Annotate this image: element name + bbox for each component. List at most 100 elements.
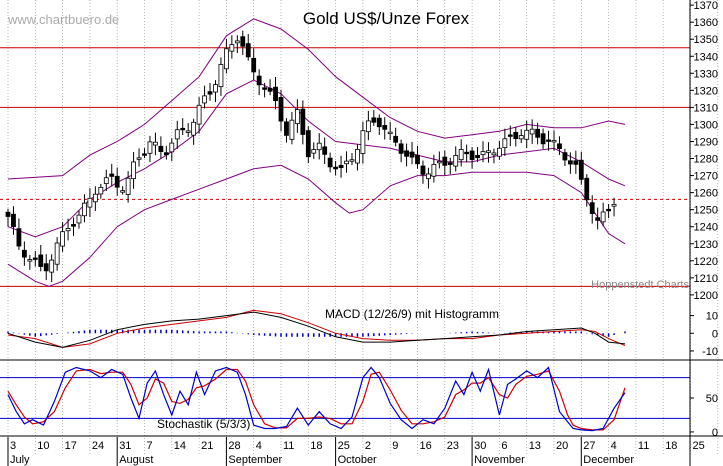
x-tick-label: 23: [447, 440, 459, 452]
x-tick-label: 10: [37, 440, 49, 452]
candle-body: [262, 87, 268, 90]
candle-body: [174, 129, 180, 140]
candle-body: [284, 121, 289, 136]
x-tick-label: 21: [201, 440, 213, 452]
candle-body: [404, 150, 409, 157]
candle-body: [245, 43, 251, 58]
y-tick-label: 1340: [694, 51, 718, 63]
y-tick-label: 1250: [694, 205, 718, 217]
candle-body: [82, 202, 87, 217]
watermark: www.chartbuero.de: [7, 12, 119, 27]
credit-label: Hoppenstedt Charts: [591, 279, 689, 291]
candle-body: [600, 211, 606, 223]
candle-body: [256, 75, 262, 86]
macd-title: MACD (12/26/9) mit Histogramm: [325, 307, 499, 321]
candle-body: [294, 109, 300, 124]
candle-body: [131, 161, 136, 180]
candle-body: [518, 135, 524, 140]
candle-body: [229, 44, 235, 52]
candle-body: [60, 231, 65, 247]
candle-body: [278, 97, 284, 122]
candle-body: [311, 149, 317, 154]
candle-body: [540, 133, 546, 145]
stoch-title: Stochastik (5/3/3): [157, 417, 250, 431]
candle-body: [436, 160, 442, 164]
candle-body: [240, 36, 246, 47]
candle-body: [398, 143, 404, 154]
stoch-k-line: [7, 366, 626, 432]
candle-body: [415, 154, 420, 165]
candle-body: [213, 84, 218, 93]
y-tick-label: 0: [712, 427, 718, 439]
macd-panel: [7, 309, 626, 348]
x-tick-label: 18: [665, 440, 677, 452]
y-tick-label: 1300: [694, 119, 718, 131]
candle-body: [464, 151, 470, 155]
candle-body: [234, 40, 240, 44]
candle-body: [11, 213, 16, 228]
candle-body: [365, 120, 371, 133]
x-tick-label: 17: [65, 440, 77, 452]
candle-body: [300, 108, 306, 135]
candle-body: [453, 155, 459, 167]
candle-body: [196, 104, 202, 125]
bollinger-upper-line: [7, 18, 626, 180]
candle-body: [54, 242, 60, 265]
candle-body: [267, 87, 273, 92]
axes: 1200 1210 1220 1230 1240 1250 1260 1270 1280 1290…: [7, 0, 718, 466]
y-tick-label: 1240: [694, 222, 718, 234]
candle-body: [180, 127, 186, 131]
candle-body: [223, 48, 229, 70]
candle-body: [442, 156, 448, 166]
candle-body: [584, 177, 590, 201]
y-tick-label: 50: [706, 393, 718, 405]
candle-body: [595, 217, 601, 221]
x-tick-label: 16: [420, 440, 432, 452]
y-tick-label: 1260: [694, 188, 718, 200]
candle-body: [344, 160, 349, 165]
candle-body: [32, 257, 38, 260]
y-tick-label: 1280: [694, 154, 718, 166]
resistance-lines: [0, 47, 690, 287]
candle-body: [611, 203, 617, 207]
candle-body: [163, 152, 169, 156]
candle-body: [136, 157, 142, 160]
candle-body: [486, 150, 491, 153]
candle-body: [125, 177, 131, 195]
month-label: September: [228, 454, 282, 466]
x-tick-label: 3: [10, 440, 16, 452]
x-tick-label: 14: [174, 440, 186, 452]
x-tick-label: 11: [638, 440, 649, 452]
candle-body: [382, 125, 388, 130]
candle-body: [513, 131, 519, 140]
candle-body: [218, 64, 224, 88]
candle-body: [43, 263, 49, 272]
x-tick-label: 20: [556, 440, 568, 452]
candle-body: [316, 142, 322, 151]
x-tick-label: 9: [392, 440, 398, 452]
month-label: October: [338, 454, 377, 466]
candle-body: [98, 186, 104, 195]
y-tick-label: 0: [712, 328, 718, 340]
x-tick-label: 24: [92, 440, 104, 452]
signal-line: [7, 309, 626, 348]
x-tick-label: 13: [529, 440, 541, 452]
x-tick-label: 4: [611, 440, 617, 452]
candle-body: [322, 146, 328, 155]
candle-body: [529, 128, 535, 135]
candle-body: [502, 138, 508, 149]
y-tick-label: 1210: [694, 273, 718, 285]
candle-body: [371, 117, 377, 123]
candle-body: [393, 135, 399, 143]
x-tick-label: 30: [474, 440, 486, 452]
candle-body: [305, 130, 311, 158]
candle-body: [153, 141, 158, 146]
x-tick-label: 25: [693, 440, 705, 452]
candle-body: [458, 149, 464, 161]
candle-body: [202, 95, 207, 104]
candle-body: [606, 208, 611, 212]
month-label: November: [474, 454, 525, 466]
candle-body: [147, 141, 153, 154]
bollinger-lower-line: [7, 164, 626, 287]
